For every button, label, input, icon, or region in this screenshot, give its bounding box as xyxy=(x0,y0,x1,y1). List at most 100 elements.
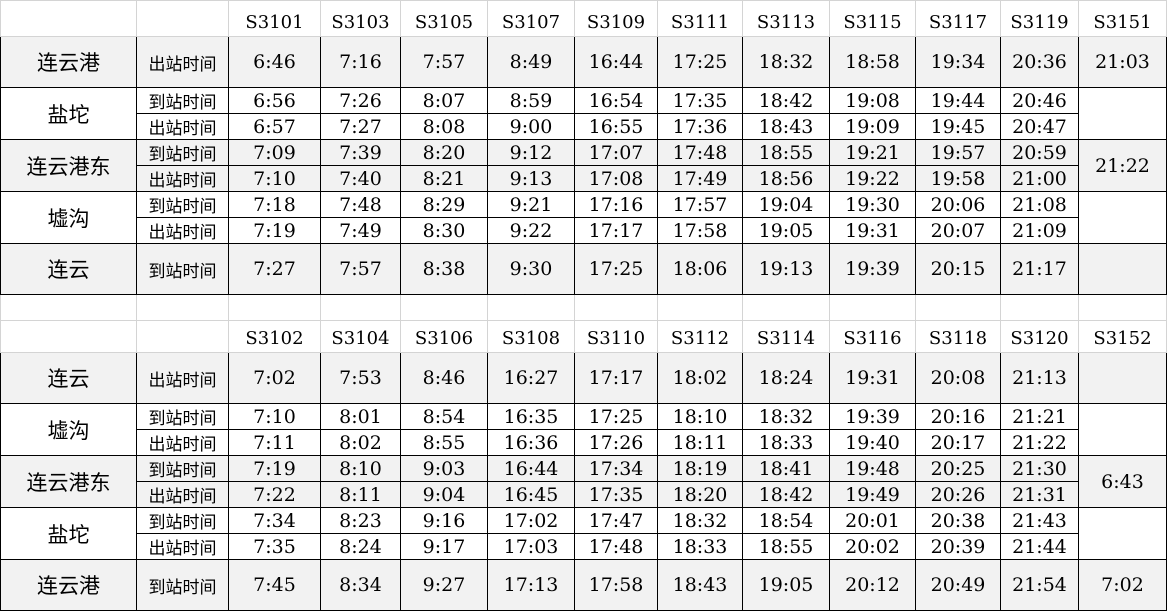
time-cell[interactable]: 19:09 xyxy=(829,113,916,140)
time-type-label[interactable]: 出站时间 xyxy=(136,36,229,88)
time-cell[interactable]: 18:11 xyxy=(657,429,743,456)
time-cell[interactable]: 19:31 xyxy=(829,217,916,244)
time-cell[interactable]: 18:32 xyxy=(657,507,743,534)
time-cell[interactable]: 7:40 xyxy=(320,165,401,192)
time-cell[interactable]: 17:48 xyxy=(657,139,743,166)
time-cell[interactable]: 8:23 xyxy=(320,507,401,534)
time-cell[interactable]: 7:19 xyxy=(228,455,321,482)
time-cell[interactable]: 18:42 xyxy=(742,87,830,114)
time-cell[interactable]: 19:08 xyxy=(829,87,916,114)
time-type-label[interactable]: 出站时间 xyxy=(136,352,229,404)
time-cell[interactable]: 8:54 xyxy=(400,403,488,430)
time-cell[interactable]: 21:44 xyxy=(1000,533,1079,560)
time-cell[interactable]: 19:22 xyxy=(829,165,916,192)
time-cell[interactable]: 8:34 xyxy=(320,559,401,611)
time-cell[interactable]: 8:21 xyxy=(400,165,488,192)
train-number-cell[interactable]: S3117 xyxy=(915,0,1001,37)
train-number-cell[interactable]: S3111 xyxy=(657,0,743,37)
time-cell[interactable]: 6:56 xyxy=(228,87,321,114)
time-cell[interactable]: 7:34 xyxy=(228,507,321,534)
empty-cell[interactable] xyxy=(574,294,658,321)
time-cell[interactable]: 9:21 xyxy=(487,191,575,218)
time-cell[interactable]: 21:08 xyxy=(1000,191,1079,218)
time-cell[interactable]: 19:05 xyxy=(742,559,830,611)
time-cell[interactable]: 21:30 xyxy=(1000,455,1079,482)
time-cell[interactable]: 20:06 xyxy=(915,191,1001,218)
time-cell[interactable]: 18:32 xyxy=(742,36,830,88)
time-cell[interactable]: 17:36 xyxy=(657,113,743,140)
time-cell[interactable]: 9:04 xyxy=(400,481,488,508)
train-number-cell[interactable]: S3103 xyxy=(320,0,401,37)
time-cell[interactable]: 16:35 xyxy=(487,403,575,430)
time-cell[interactable]: 8:24 xyxy=(320,533,401,560)
time-cell[interactable]: 7:22 xyxy=(228,481,321,508)
time-cell[interactable]: 19:57 xyxy=(915,139,1001,166)
time-cell[interactable]: 19:44 xyxy=(915,87,1001,114)
time-cell[interactable]: 19:39 xyxy=(829,403,916,430)
train-number-cell[interactable]: S3116 xyxy=(829,320,916,353)
time-cell[interactable]: 7:53 xyxy=(320,352,401,404)
time-cell[interactable]: 19:31 xyxy=(829,352,916,404)
time-type-label[interactable]: 到站时间 xyxy=(136,507,229,534)
time-cell[interactable]: 21:03 xyxy=(1078,36,1167,88)
empty-cell[interactable] xyxy=(0,320,137,353)
empty-cell[interactable] xyxy=(487,294,575,321)
time-cell[interactable]: 21:17 xyxy=(1000,243,1079,295)
time-cell[interactable]: 18:06 xyxy=(657,243,743,295)
empty-cell[interactable] xyxy=(136,0,229,37)
time-cell[interactable] xyxy=(1078,87,1167,140)
time-cell[interactable]: 7:57 xyxy=(400,36,488,88)
empty-cell[interactable] xyxy=(228,294,321,321)
train-number-cell[interactable]: S3107 xyxy=(487,0,575,37)
time-cell[interactable]: 20:16 xyxy=(915,403,1001,430)
time-cell[interactable]: 8:59 xyxy=(487,87,575,114)
time-cell[interactable]: 7:10 xyxy=(228,403,321,430)
time-cell[interactable]: 8:10 xyxy=(320,455,401,482)
time-cell[interactable] xyxy=(1078,352,1167,404)
time-cell[interactable]: 18:43 xyxy=(657,559,743,611)
time-cell[interactable]: 8:38 xyxy=(400,243,488,295)
time-cell[interactable]: 19:34 xyxy=(915,36,1001,88)
time-cell[interactable]: 20:26 xyxy=(915,481,1001,508)
time-cell[interactable]: 9:13 xyxy=(487,165,575,192)
empty-cell[interactable] xyxy=(400,294,488,321)
time-cell[interactable]: 17:03 xyxy=(487,533,575,560)
time-cell[interactable]: 7:10 xyxy=(228,165,321,192)
time-cell[interactable]: 17:58 xyxy=(574,559,658,611)
train-number-cell[interactable]: S3105 xyxy=(400,0,488,37)
time-cell[interactable]: 17:08 xyxy=(574,165,658,192)
time-cell[interactable]: 21:09 xyxy=(1000,217,1079,244)
empty-cell[interactable] xyxy=(829,294,916,321)
time-cell[interactable]: 6:43 xyxy=(1078,455,1167,508)
time-cell[interactable]: 17:16 xyxy=(574,191,658,218)
time-cell[interactable] xyxy=(1078,403,1167,456)
station-name-cell[interactable]: 连云 xyxy=(0,352,137,404)
time-cell[interactable]: 7:39 xyxy=(320,139,401,166)
time-cell[interactable]: 17:17 xyxy=(574,217,658,244)
time-cell[interactable]: 8:55 xyxy=(400,429,488,456)
time-cell[interactable]: 18:58 xyxy=(829,36,916,88)
time-cell[interactable]: 7:27 xyxy=(320,113,401,140)
time-cell[interactable]: 17:48 xyxy=(574,533,658,560)
time-cell[interactable]: 17:35 xyxy=(574,481,658,508)
time-cell[interactable]: 16:44 xyxy=(574,36,658,88)
time-cell[interactable]: 17:13 xyxy=(487,559,575,611)
empty-cell[interactable] xyxy=(0,294,137,321)
station-name-cell[interactable]: 盐坨 xyxy=(0,507,137,560)
time-cell[interactable]: 7:16 xyxy=(320,36,401,88)
time-cell[interactable]: 18:54 xyxy=(742,507,830,534)
time-type-label[interactable]: 到站时间 xyxy=(136,455,229,482)
time-cell[interactable]: 20:25 xyxy=(915,455,1001,482)
time-cell[interactable]: 7:48 xyxy=(320,191,401,218)
time-cell[interactable]: 9:16 xyxy=(400,507,488,534)
time-cell[interactable]: 18:32 xyxy=(742,403,830,430)
time-cell[interactable]: 9:00 xyxy=(487,113,575,140)
time-cell[interactable]: 18:33 xyxy=(742,429,830,456)
empty-cell[interactable] xyxy=(742,294,830,321)
time-cell[interactable]: 19:58 xyxy=(915,165,1001,192)
train-number-cell[interactable]: S3109 xyxy=(574,0,658,37)
time-cell[interactable]: 7:09 xyxy=(228,139,321,166)
time-type-label[interactable]: 出站时间 xyxy=(136,429,229,456)
time-cell[interactable]: 19:13 xyxy=(742,243,830,295)
time-cell[interactable]: 19:39 xyxy=(829,243,916,295)
